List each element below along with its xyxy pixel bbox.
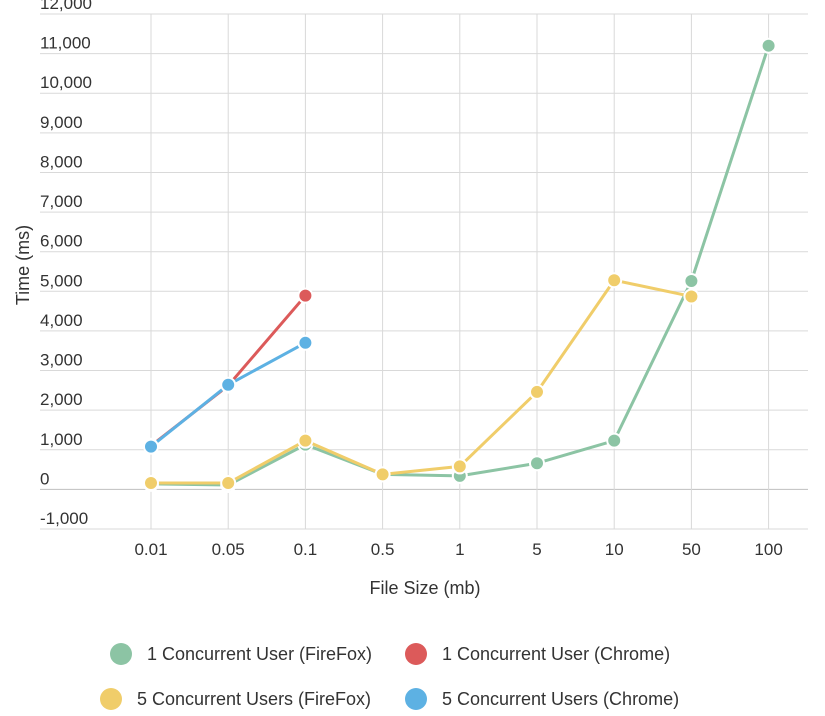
y-tick-label: 10,000 xyxy=(40,73,92,92)
data-point[interactable] xyxy=(606,272,623,289)
legend-item[interactable]: 5 Concurrent Users (Chrome) xyxy=(405,688,679,710)
grid-layer xyxy=(40,13,808,530)
data-point[interactable] xyxy=(297,287,314,304)
data-point[interactable] xyxy=(297,334,314,351)
y-tick-label: -1,000 xyxy=(40,509,88,528)
series-line xyxy=(149,278,693,485)
y-tick-label: 3,000 xyxy=(40,351,83,370)
data-point[interactable] xyxy=(451,458,468,475)
legend-label: 1 Concurrent User (Chrome) xyxy=(442,644,670,664)
legend: 1 Concurrent User (FireFox) 1 Concurrent… xyxy=(100,643,679,710)
x-tick-label: 0.1 xyxy=(294,540,318,559)
series-layer xyxy=(143,37,777,494)
y-tick-label: 5,000 xyxy=(40,271,83,290)
x-tick-label: 0.5 xyxy=(371,540,395,559)
data-point[interactable] xyxy=(297,432,314,449)
series-group xyxy=(143,272,700,492)
y-tick-label: 0 xyxy=(40,469,49,488)
data-point[interactable] xyxy=(220,475,237,492)
x-tick-label: 100 xyxy=(754,540,782,559)
legend-swatch xyxy=(405,643,427,665)
y-axis-label: Time (ms) xyxy=(13,225,33,305)
x-axis-label: File Size (mb) xyxy=(369,578,480,598)
y-tick-label: 9,000 xyxy=(40,113,83,132)
y-tick-label: 6,000 xyxy=(40,232,83,251)
x-tick-label: 1 xyxy=(455,540,464,559)
x-tick-label: 50 xyxy=(682,540,701,559)
legend-label: 1 Concurrent User (FireFox) xyxy=(147,644,372,664)
y-tick-label: 7,000 xyxy=(40,192,83,211)
x-axis-ticks: 0.01 0.05 0.1 0.5 1 5 10 50 100 xyxy=(134,540,782,559)
x-tick-label: 0.01 xyxy=(134,540,167,559)
legend-item[interactable]: 1 Concurrent User (Chrome) xyxy=(405,643,670,665)
y-tick-label: 12,000 xyxy=(40,0,92,13)
data-point[interactable] xyxy=(529,455,545,472)
data-point[interactable] xyxy=(606,432,623,449)
series-group xyxy=(143,334,314,455)
legend-item[interactable]: 5 Concurrent Users (FireFox) xyxy=(100,688,371,710)
data-point[interactable] xyxy=(529,383,545,400)
legend-label: 5 Concurrent Users (Chrome) xyxy=(442,689,679,709)
y-tick-label: 4,000 xyxy=(40,311,83,330)
y-tick-label: 1,000 xyxy=(40,430,83,449)
data-point[interactable] xyxy=(143,475,159,492)
data-point[interactable] xyxy=(143,438,159,455)
legend-swatch xyxy=(100,688,122,710)
data-point[interactable] xyxy=(760,37,777,54)
legend-swatch xyxy=(110,643,132,665)
data-point[interactable] xyxy=(683,288,700,305)
x-tick-label: 5 xyxy=(532,540,541,559)
data-point[interactable] xyxy=(374,466,391,483)
y-tick-label: 11,000 xyxy=(40,34,91,53)
x-tick-label: 10 xyxy=(605,540,624,559)
data-point[interactable] xyxy=(683,273,700,290)
legend-swatch xyxy=(405,688,427,710)
y-tick-label: 2,000 xyxy=(40,390,83,409)
y-tick-label: 8,000 xyxy=(40,152,83,171)
data-point[interactable] xyxy=(220,376,237,393)
y-axis-ticks: 12,000 11,000 10,000 9,000 8,000 7,000 6,000 5,… xyxy=(40,0,92,528)
legend-label: 5 Concurrent Users (FireFox) xyxy=(137,689,371,709)
legend-item[interactable]: 1 Concurrent User (FireFox) xyxy=(110,643,372,665)
x-tick-label: 0.05 xyxy=(212,540,245,559)
